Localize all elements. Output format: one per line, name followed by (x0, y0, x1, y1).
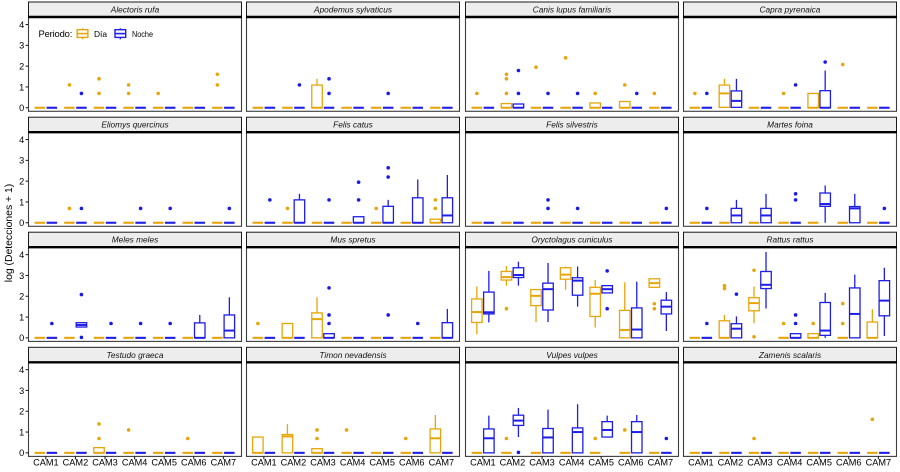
svg-text:CAM5: CAM5 (806, 458, 832, 468)
svg-text:Testudo graeca: Testudo graeca (107, 350, 164, 360)
svg-text:Vulpes vulpes: Vulpes vulpes (546, 350, 598, 360)
svg-text:CAM6: CAM6 (618, 458, 644, 468)
svg-text:CAM2: CAM2 (63, 458, 89, 468)
svg-text:Canis lupus familiaris: Canis lupus familiaris (533, 5, 611, 15)
svg-text:Mus spretus: Mus spretus (330, 235, 375, 245)
svg-text:Apodemus sylvaticus: Apodemus sylvaticus (313, 5, 392, 15)
svg-text:0: 0 (19, 103, 24, 113)
svg-text:Timon nevadensis: Timon nevadensis (319, 350, 386, 360)
svg-text:Martes foina: Martes foina (767, 120, 813, 130)
svg-text:CAM7: CAM7 (211, 458, 237, 468)
svg-text:3: 3 (19, 156, 24, 166)
svg-text:CAM5: CAM5 (369, 458, 395, 468)
svg-text:CAM3: CAM3 (529, 458, 555, 468)
svg-text:CAM6: CAM6 (836, 458, 862, 468)
svg-text:1: 1 (19, 197, 24, 207)
svg-text:1: 1 (19, 427, 24, 437)
svg-text:CAM3: CAM3 (92, 458, 118, 468)
svg-text:CAM3: CAM3 (747, 458, 773, 468)
svg-text:CAM6: CAM6 (181, 458, 207, 468)
svg-text:3: 3 (19, 386, 24, 396)
svg-text:Rattus rattus: Rattus rattus (766, 235, 813, 245)
svg-text:2: 2 (19, 407, 24, 417)
svg-text:4: 4 (19, 135, 24, 145)
svg-text:log (Detecciones + 1): log (Detecciones + 1) (4, 184, 15, 282)
svg-text:CAM2: CAM2 (500, 458, 526, 468)
svg-text:CAM1: CAM1 (251, 458, 277, 468)
svg-text:Día: Día (94, 29, 107, 39)
svg-text:3: 3 (19, 271, 24, 281)
svg-text:CAM5: CAM5 (588, 458, 614, 468)
svg-text:CAM7: CAM7 (648, 458, 674, 468)
svg-text:Capra pyrenaica: Capra pyrenaica (760, 5, 821, 15)
svg-text:2: 2 (19, 176, 24, 186)
svg-text:CAM1: CAM1 (688, 458, 714, 468)
svg-text:CAM3: CAM3 (310, 458, 336, 468)
svg-text:CAM5: CAM5 (151, 458, 177, 468)
svg-text:2: 2 (19, 61, 24, 71)
svg-text:0: 0 (19, 448, 24, 458)
svg-text:3: 3 (19, 41, 24, 51)
svg-text:1: 1 (19, 82, 24, 92)
svg-text:0: 0 (19, 333, 24, 343)
svg-text:4: 4 (19, 250, 24, 260)
svg-text:CAM2: CAM2 (718, 458, 744, 468)
svg-text:4: 4 (19, 20, 24, 30)
svg-text:2: 2 (19, 292, 24, 302)
svg-text:0: 0 (19, 218, 24, 228)
svg-text:Felis catus: Felis catus (333, 120, 373, 130)
svg-text:CAM7: CAM7 (429, 458, 455, 468)
svg-text:CAM1: CAM1 (470, 458, 496, 468)
svg-text:Eliomys quercinus: Eliomys quercinus (101, 120, 168, 130)
svg-text:1: 1 (19, 312, 24, 322)
svg-text:CAM4: CAM4 (122, 458, 148, 468)
svg-text:CAM4: CAM4 (559, 458, 585, 468)
svg-text:CAM7: CAM7 (866, 458, 892, 468)
svg-text:Felis silvestris: Felis silvestris (546, 120, 598, 130)
svg-text:CAM4: CAM4 (777, 458, 803, 468)
svg-text:CAM6: CAM6 (399, 458, 425, 468)
svg-text:Alectoris rufa: Alectoris rufa (110, 5, 160, 15)
svg-text:4: 4 (19, 365, 24, 375)
svg-text:Zamenis scalaris: Zamenis scalaris (758, 350, 821, 360)
svg-text:CAM2: CAM2 (281, 458, 307, 468)
svg-text:Meles meles: Meles meles (112, 235, 159, 245)
svg-text:CAM4: CAM4 (340, 458, 366, 468)
svg-text:Noche: Noche (132, 29, 153, 39)
svg-text:Oryctolagus cuniculus: Oryctolagus cuniculus (531, 235, 612, 245)
svg-text:CAM1: CAM1 (33, 458, 59, 468)
svg-text:Periodo:: Periodo: (39, 28, 73, 39)
